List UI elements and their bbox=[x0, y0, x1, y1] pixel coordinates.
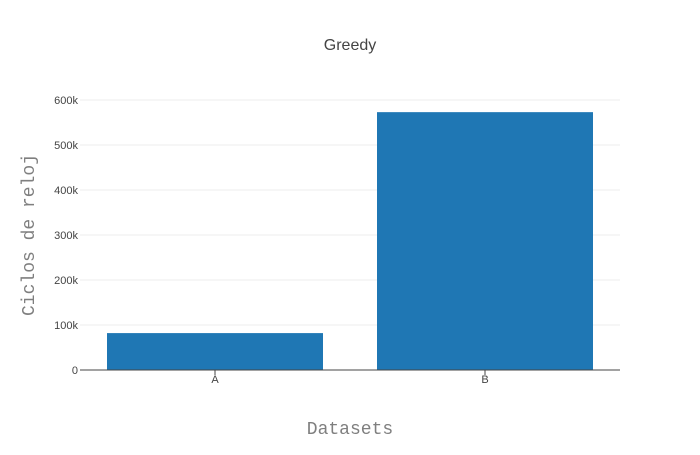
y-tick-label: 300k bbox=[54, 230, 78, 242]
bar-b bbox=[377, 112, 593, 371]
y-tick-label: 100k bbox=[54, 320, 78, 332]
x-tick-label: A bbox=[211, 374, 219, 386]
y-tick-labels: 0 100k 200k 300k 400k 500k 600k bbox=[54, 95, 78, 377]
y-axis-title: Ciclos de reloj bbox=[20, 154, 40, 316]
chart-title: Greedy bbox=[324, 37, 376, 54]
y-tick-label: 600k bbox=[54, 95, 78, 107]
x-axis-title: Datasets bbox=[307, 420, 393, 440]
x-tick-label: B bbox=[481, 374, 488, 386]
bar-a bbox=[107, 333, 323, 370]
y-tick-label: 400k bbox=[54, 185, 78, 197]
y-tick-label: 0 bbox=[72, 365, 78, 377]
y-tick-label: 500k bbox=[54, 140, 78, 152]
bars bbox=[107, 112, 593, 371]
y-tick-label: 200k bbox=[54, 275, 78, 287]
